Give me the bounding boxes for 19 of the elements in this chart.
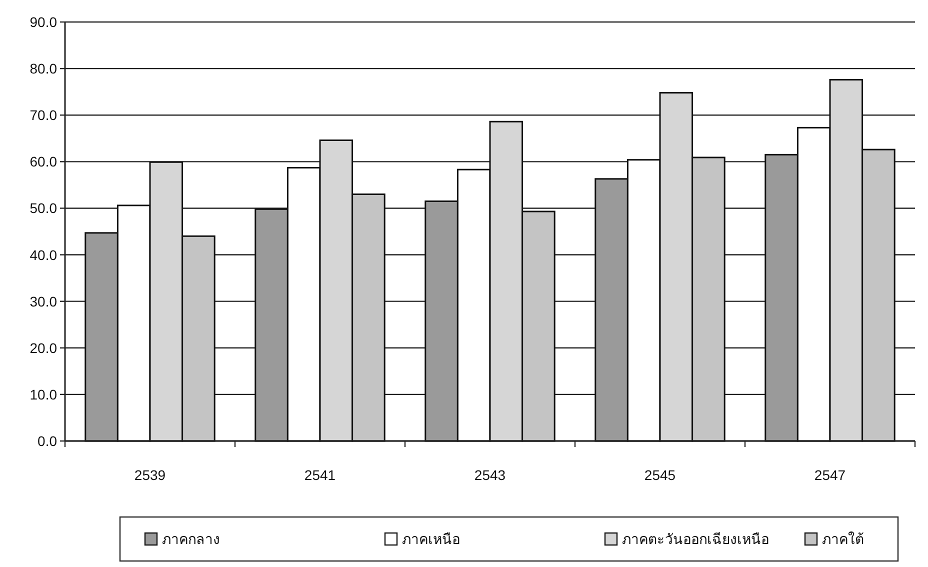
legend-label: ภาคใต้	[822, 531, 864, 547]
x-tick-label: 2543	[474, 467, 506, 483]
legend-label: ภาคกลาง	[162, 531, 220, 547]
y-tick-label: 40.0	[30, 246, 58, 263]
x-tick-label: 2545	[644, 467, 676, 483]
y-tick-label: 30.0	[30, 293, 58, 310]
y-tick-label: 60.0	[30, 154, 58, 170]
y-tick-label: 90.0	[30, 14, 58, 30]
x-tick-label: 2541	[304, 467, 336, 483]
y-tick-label: 50.0	[30, 200, 58, 216]
y-tick-label: 10.0	[30, 386, 58, 402]
y-tick-label: 20.0	[30, 340, 58, 356]
y-tick-label: 70.0	[30, 107, 58, 124]
y-tick-label: 0.0	[38, 433, 58, 449]
legend-label: ภาคตะวันออกเฉียงเหนือ	[622, 531, 769, 547]
y-tick-label: 80.0	[30, 60, 58, 77]
legend-label: ภาคเหนือ	[402, 531, 460, 547]
x-tick-label: 2547	[814, 467, 846, 483]
x-tick-label: 2539	[134, 467, 166, 483]
